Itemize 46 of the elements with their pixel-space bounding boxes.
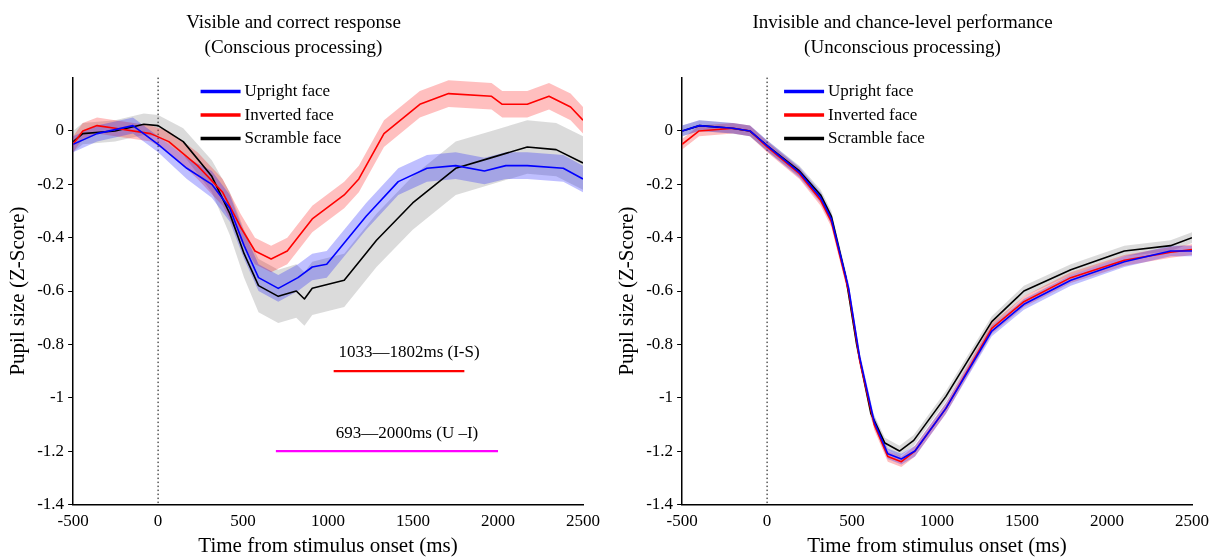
x-tick-label: -500 (57, 511, 89, 531)
y-tick-label: 0 (664, 120, 674, 140)
y-axis-title: Pupil size (Z-Score) (5, 206, 30, 376)
legend-label: Upright face (828, 81, 914, 101)
legend-label: Scramble face (828, 128, 925, 148)
legend-label: Inverted face (828, 104, 918, 124)
chart-subtitle: (Unconscious processing) (804, 36, 1001, 59)
legend-label: Scramble face (244, 128, 342, 148)
legend-label: Inverted face (244, 104, 334, 124)
x-tick-label: 0 (153, 511, 163, 531)
y-tick-label: -1.4 (646, 493, 674, 513)
annotation: 1033—1802ms (I-S) (338, 342, 480, 362)
chart-subtitle: (Conscious processing) (204, 36, 383, 59)
y-tick-label: -0.6 (37, 280, 65, 300)
y-tick-label: -0.2 (646, 173, 674, 193)
x-tick-label: -500 (666, 511, 698, 531)
y-tick-label: -0.6 (646, 280, 674, 300)
y-tick-label: -0.4 (37, 227, 65, 247)
x-tick-label: 500 (839, 511, 865, 531)
chart-title: Invisible and chance-level performance (752, 11, 1053, 33)
y-tick-label: -1 (49, 387, 65, 407)
chart-title: Visible and correct response (186, 11, 401, 33)
legend-label: Upright face (244, 81, 331, 101)
y-tick-label: 0 (55, 120, 65, 140)
x-tick-label: 1500 (1005, 511, 1040, 531)
x-tick-label: 2000 (481, 511, 516, 531)
y-tick-label: -0.4 (646, 227, 674, 247)
x-tick-label: 500 (230, 511, 256, 531)
y-tick-label: -1.2 (646, 440, 674, 460)
x-tick-label: 1000 (920, 511, 955, 531)
y-tick-label: -0.2 (37, 173, 65, 193)
x-tick-label: 2500 (566, 511, 600, 531)
x-axis-title: Time from stimulus onset (ms) (198, 532, 458, 557)
y-tick-label: -0.8 (646, 333, 674, 353)
annotation: 693—2000ms (U –I) (335, 422, 479, 442)
x-tick-label: 2500 (1175, 511, 1209, 531)
x-axis-title: Time from stimulus onset (ms) (807, 532, 1067, 557)
x-tick-label: 2000 (1090, 511, 1125, 531)
x-tick-label: 1500 (396, 511, 431, 531)
y-tick-label: -1.2 (37, 440, 65, 460)
y-tick-label: -0.8 (37, 333, 65, 353)
x-tick-label: 0 (762, 511, 772, 531)
y-tick-label: -1 (658, 387, 674, 407)
y-tick-label: -1.4 (37, 493, 65, 513)
y-axis-title: Pupil size (Z-Score) (614, 206, 639, 376)
x-tick-label: 1000 (311, 511, 346, 531)
